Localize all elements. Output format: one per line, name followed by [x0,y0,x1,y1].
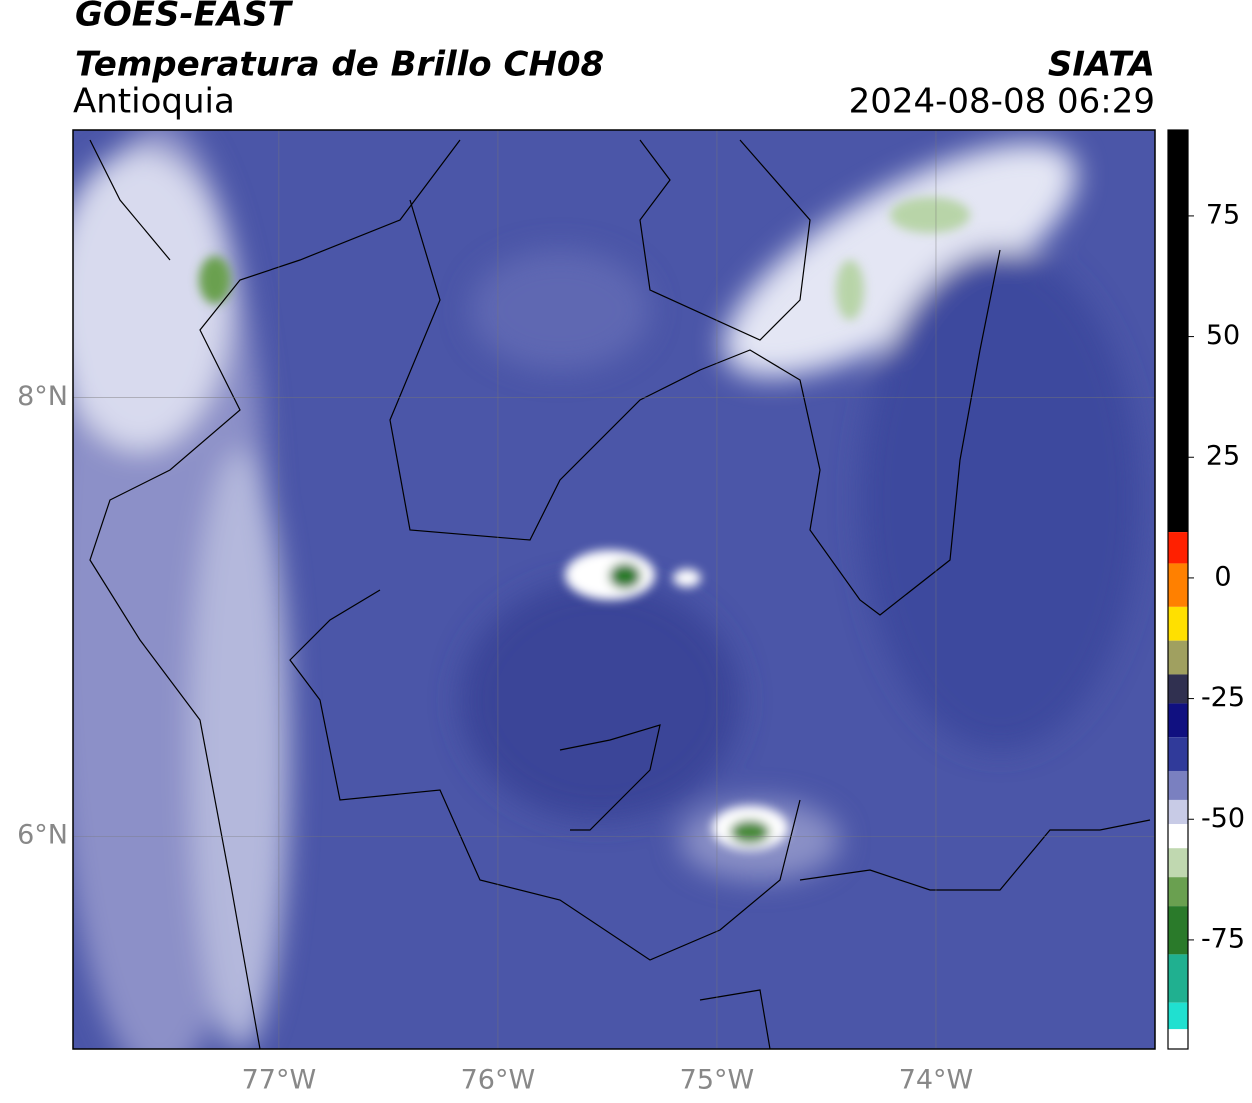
colorbar-segment [1168,824,1188,849]
colorbar-segment [1168,770,1188,800]
colorbar-frame [1167,129,1189,1050]
colorbar-tick-label: -50 [1201,803,1245,834]
colorbar-tick-label: 25 [1206,441,1240,472]
x-tick-label: 74°W [899,1065,974,1096]
colorbar-tick-label: 0 [1214,561,1231,592]
y-tick-label: 8°N [17,381,68,412]
colorbar-segment [1168,799,1188,825]
map-frame [72,129,1156,1050]
colorbar-segment [1168,640,1188,675]
product-title: Temperatura de Brillo CH08 [75,45,604,85]
colorbar-segment [1168,1029,1188,1049]
satellite-title: GOES-EAST [75,0,294,35]
colorbar-segment [1168,877,1188,907]
colorbar-segment [1168,906,1188,955]
colorbar-segment [1168,703,1188,738]
x-tick-label: 75°W [680,1065,755,1096]
source-label: SIATA [1048,45,1155,85]
x-tick-label: 76°W [461,1065,536,1096]
colorbar-segment [1168,532,1188,564]
datetime-label: 2024-08-08 06:29 [849,82,1155,122]
colorbar-segment [1168,563,1188,607]
colorbar-tick-label: -25 [1201,682,1245,713]
y-tick-label: 6°N [17,820,68,851]
colorbar-segment [1168,954,1188,1003]
colorbar-segment [1168,737,1188,771]
colorbar-segment [1168,848,1188,878]
imagery [73,130,1155,1049]
colorbar-segment [1168,674,1188,704]
colorbar-tick-label: 50 [1206,320,1240,351]
colorbar-tick-label: -75 [1201,923,1245,954]
colorbar-segment [1168,130,1188,533]
colorbar-segment [1168,606,1188,641]
x-tick-label: 77°W [242,1065,317,1096]
colorbar-tick-label: 75 [1206,199,1240,230]
colorbar-segment [1168,1002,1188,1030]
region-label: Antioquia [73,82,235,122]
